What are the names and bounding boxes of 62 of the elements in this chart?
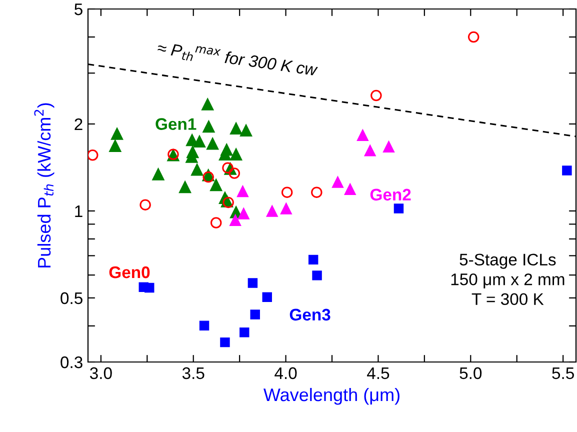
point (248, 278, 258, 288)
point (281, 186, 293, 198)
point (280, 202, 292, 214)
point (193, 135, 206, 148)
point (382, 140, 395, 152)
y-tick-label: 2 (74, 118, 82, 130)
point (240, 124, 252, 137)
y-tick-label: 5 (74, 4, 82, 16)
x-tick-label: 4.5 (367, 367, 390, 380)
point (262, 292, 272, 302)
point (394, 204, 404, 214)
y-tick-label: 0.5 (60, 292, 82, 304)
point (468, 31, 480, 43)
series-label: Gen1 (156, 118, 196, 130)
text: Gen0 (109, 266, 150, 278)
point (238, 208, 250, 220)
annotation: ≈ P$_{th}$$^{max}$ for 300 K cw (156, 40, 318, 79)
y-tick-label: 1 (75, 206, 82, 217)
point (210, 217, 222, 228)
point (250, 310, 260, 320)
point (210, 178, 222, 192)
point (140, 199, 151, 210)
y-axis-title: Pulsed P$_{th}$ (kW/cm$^{2}$) (34, 103, 54, 268)
point (152, 168, 164, 180)
point (222, 162, 234, 174)
x-tick-label: 3.5 (182, 367, 204, 380)
point (220, 337, 230, 348)
point (344, 183, 356, 196)
point (364, 144, 376, 156)
series-label: Gen3 (290, 308, 330, 321)
point (308, 254, 318, 265)
series-label: Gen2 (370, 188, 411, 201)
point (332, 176, 344, 188)
point (236, 185, 249, 198)
point (311, 186, 322, 198)
point (312, 270, 322, 280)
point (110, 128, 124, 140)
x-tick-label: 3.0 (90, 367, 112, 380)
point (230, 148, 242, 160)
point (229, 214, 242, 226)
x-tick-label: 4.0 (274, 367, 297, 380)
y-tick-label: 0.3 (60, 356, 82, 368)
point (190, 164, 204, 176)
point (199, 320, 210, 330)
point (266, 205, 278, 217)
point (562, 166, 572, 176)
point (206, 138, 219, 150)
point (370, 90, 382, 102)
x-tick-label: 5.0 (460, 367, 482, 380)
annotation: 5-Stage ICLs 150 μm x 2 mm T = 300 K (451, 254, 564, 306)
point (356, 129, 369, 142)
point (178, 180, 192, 194)
point (240, 327, 250, 338)
x-tick-label: 5.5 (552, 367, 574, 380)
point (109, 140, 122, 152)
point (202, 120, 215, 133)
point (230, 122, 242, 135)
x-axis-title: Wavelength (μm) (264, 388, 400, 405)
point (144, 282, 154, 293)
point (88, 150, 98, 161)
point (201, 98, 214, 110)
point (228, 168, 240, 179)
